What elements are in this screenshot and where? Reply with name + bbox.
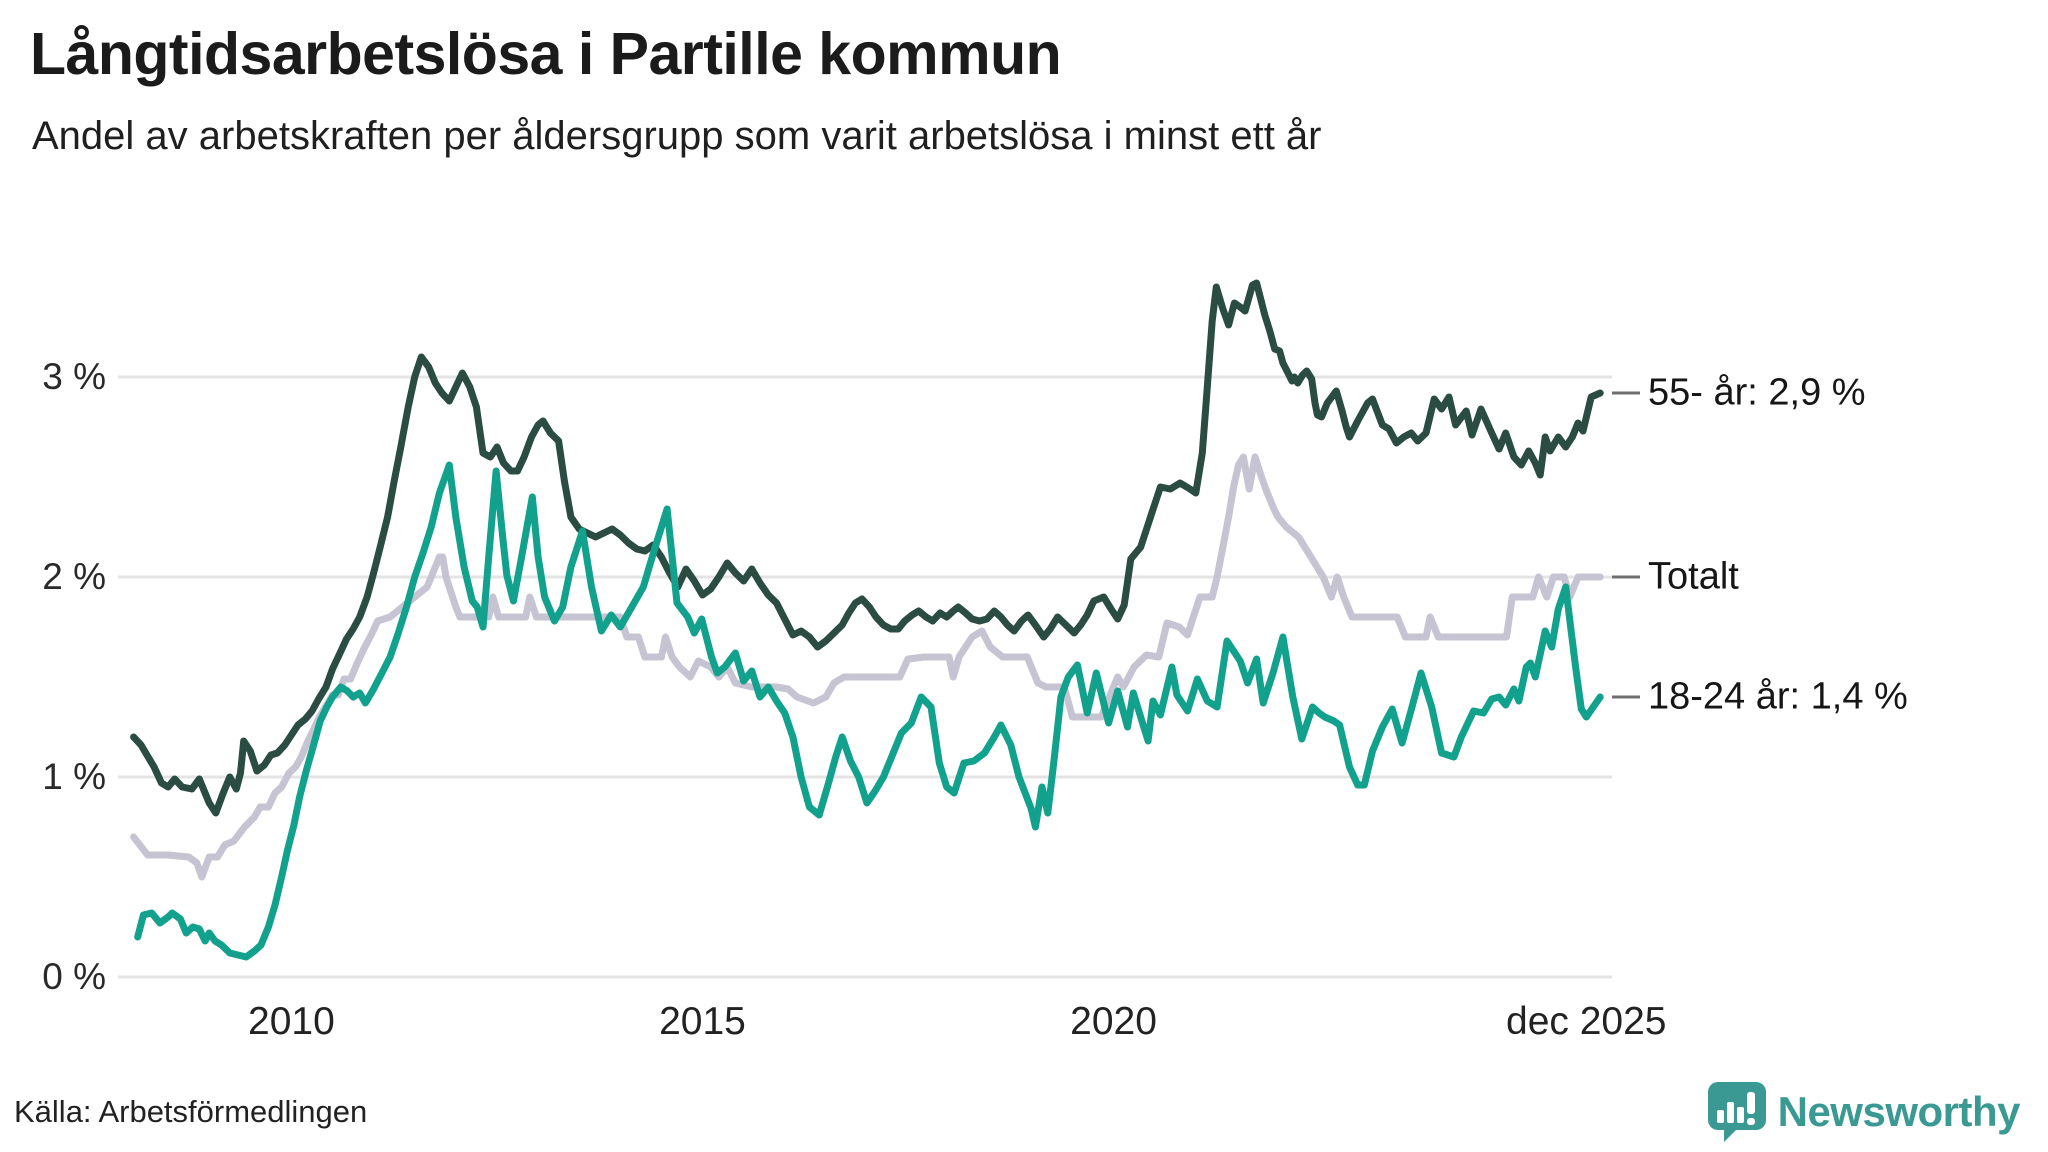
source-note: Källa: Arbetsförmedlingen <box>14 1094 368 1129</box>
newsworthy-wordmark: Newsworthy <box>1777 1088 2021 1135</box>
page-title: Långtidsarbetslösa i Partille kommun <box>30 21 1062 87</box>
page-subtitle: Andel av arbetskraften per åldersgrupp s… <box>32 114 1322 158</box>
x-tick-label: 2015 <box>659 1000 746 1043</box>
series-line-totalt <box>130 453 1604 881</box>
series-end-label: 18-24 år: 1,4 % <box>1648 675 1908 718</box>
y-tick-label: 0 % <box>42 956 106 997</box>
x-tick-label: dec 2025 <box>1506 1000 1667 1043</box>
series-end-label: Totalt <box>1648 555 1739 598</box>
y-tick-label: 3 % <box>42 356 106 397</box>
series-line-55-r <box>130 279 1604 817</box>
y-tick-label: 1 % <box>42 756 106 797</box>
series-end-label: 55- år: 2,9 % <box>1648 371 1866 414</box>
x-tick-label: 2020 <box>1070 1000 1157 1043</box>
x-tick-label: 2010 <box>248 1000 335 1043</box>
newsworthy-bubble-chart-icon <box>1707 1082 1766 1142</box>
y-tick-label: 2 % <box>42 556 106 597</box>
newsworthy-logo[interactable]: Newsworthy <box>1706 1080 2021 1144</box>
series-line-18-24-r <box>134 461 1604 961</box>
